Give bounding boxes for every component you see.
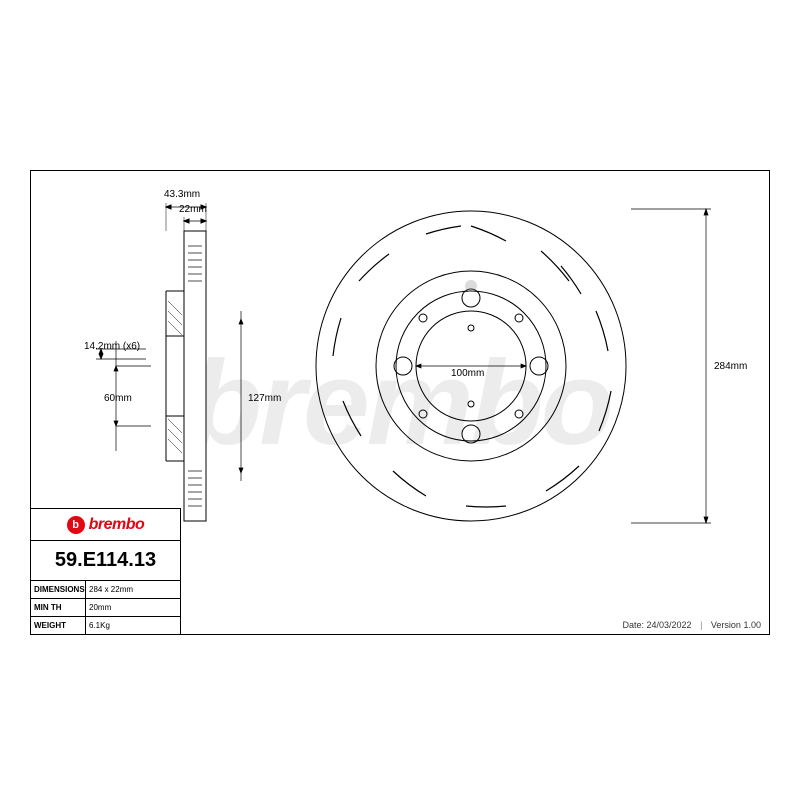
- separator-icon: |: [700, 620, 702, 630]
- dim-disc-thickness: 22mm: [179, 204, 207, 215]
- side-dimension-lines: [76, 291, 256, 491]
- spec-label: WEIGHT: [31, 617, 86, 634]
- footer-meta: Date: 24/03/2022 | Version 1.00: [622, 620, 761, 630]
- spec-label: DIMENSIONS: [31, 581, 86, 598]
- spec-value: 20mm: [86, 599, 180, 616]
- brand-name: brembo: [89, 516, 145, 534]
- date-value: 24/03/2022: [647, 620, 692, 630]
- dim-bolt-circle: 127mm: [248, 393, 281, 404]
- dim-hat-id: 60mm: [104, 393, 132, 404]
- outer-diameter-dimension: [626, 201, 726, 531]
- date-label: Date:: [622, 620, 644, 630]
- info-box: b brembo 59.E114.13 DIMENSIONS 284 x 22m…: [31, 508, 181, 634]
- version-label: Version: [711, 620, 741, 630]
- spec-label: MIN TH: [31, 599, 86, 616]
- brand-cell: b brembo: [31, 509, 180, 541]
- brand-badge-icon: b: [67, 516, 85, 534]
- spec-row-minth: MIN TH 20mm: [31, 599, 180, 617]
- spec-row-weight: WEIGHT 6.1Kg: [31, 617, 180, 634]
- dim-overall-width: 43.3mm: [164, 189, 200, 200]
- spec-value: 284 x 22mm: [86, 581, 180, 598]
- spec-row-dimensions: DIMENSIONS 284 x 22mm: [31, 581, 180, 599]
- spec-value: 6.1Kg: [86, 617, 180, 634]
- dim-center-bore: 100mm: [451, 368, 484, 379]
- drawing-frame: brembo: [30, 170, 770, 635]
- dim-outer-diameter: 284mm: [714, 361, 747, 372]
- dim-screw-depth: 14.2mm (x6): [84, 341, 140, 352]
- front-face-view: [311, 206, 631, 526]
- version-value: 1.00: [743, 620, 761, 630]
- part-number: 59.E114.13: [31, 541, 180, 581]
